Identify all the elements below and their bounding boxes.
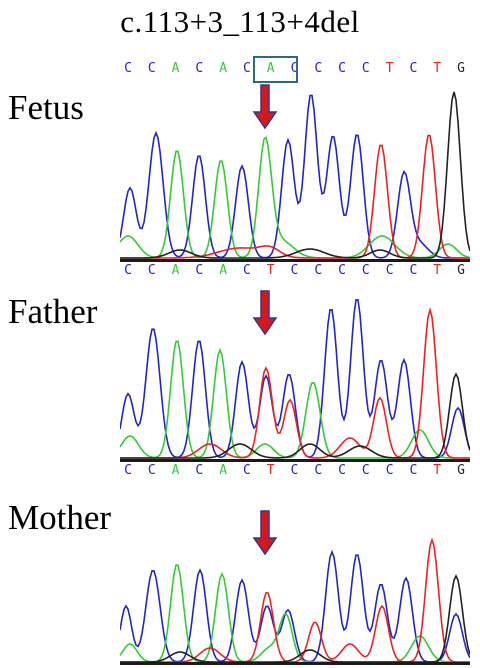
base-letter: C: [124, 263, 132, 278]
trace-C: [120, 94, 470, 259]
base-letter: A: [219, 263, 228, 278]
base-letter: C: [147, 263, 156, 278]
mother-chromatogram: [120, 537, 470, 663]
base-letter: C: [314, 463, 323, 478]
base-letter: A: [171, 263, 180, 278]
deleted-bases-highlight-box: [253, 56, 298, 83]
base-letter: C: [338, 263, 346, 278]
trace-T: [120, 307, 470, 459]
base-letter: C: [361, 463, 370, 478]
trace-G: [120, 91, 470, 259]
base-letter: C: [385, 263, 394, 278]
base-letter: C: [290, 463, 299, 478]
base-letter: T: [433, 263, 442, 278]
base-letter: A: [171, 463, 180, 478]
base-letter: C: [361, 263, 370, 278]
base-letter: C: [290, 263, 299, 278]
mother-variant-arrow: [252, 510, 278, 556]
base-letter: C: [124, 61, 132, 76]
trace-T: [120, 134, 470, 259]
base-letter: C: [314, 263, 323, 278]
base-letter: C: [195, 463, 204, 478]
base-letter: T: [385, 61, 394, 76]
trace-A: [120, 136, 470, 259]
base-letter: C: [338, 61, 346, 76]
base-letter: C: [124, 463, 132, 478]
base-letter: A: [219, 61, 228, 76]
father-variant-arrow: [252, 290, 278, 336]
base-letter: G: [457, 263, 465, 278]
base-letter: A: [266, 61, 275, 76]
fetus-variant-arrow: [252, 84, 278, 130]
base-letter: C: [409, 61, 418, 76]
base-letter: A: [219, 463, 228, 478]
base-letter: G: [457, 61, 465, 76]
base-letter: C: [243, 61, 251, 76]
trace-A: [120, 564, 470, 663]
base-letter: G: [457, 463, 465, 478]
fetus-baseline: [120, 259, 470, 262]
father-label: Father: [8, 292, 98, 331]
base-letter: T: [266, 263, 275, 278]
base-letter: C: [361, 61, 370, 76]
variant-title: c.113+3_113+4del: [120, 4, 360, 39]
base-letter: C: [195, 61, 204, 76]
base-letter: T: [266, 463, 275, 478]
base-letter: C: [195, 263, 204, 278]
base-letter: C: [409, 463, 418, 478]
base-letter: T: [433, 61, 442, 76]
fetus-label: Fetus: [8, 88, 84, 127]
base-letter: C: [409, 263, 418, 278]
base-letter: T: [433, 463, 442, 478]
mother-baseline: [120, 662, 470, 665]
father-chromatogram: [120, 298, 470, 459]
father-baseline: [120, 459, 470, 462]
trace-A: [120, 340, 470, 459]
fetus-chromatogram: [120, 91, 470, 259]
base-letter: A: [171, 61, 180, 76]
base-letter: C: [385, 463, 394, 478]
base-letter: C: [243, 463, 251, 478]
base-letter: C: [314, 61, 323, 76]
base-letter: C: [147, 463, 156, 478]
mother-label: Mother: [8, 498, 112, 537]
base-letter: C: [338, 463, 346, 478]
base-letter: C: [147, 61, 156, 76]
trace-G: [120, 372, 470, 459]
base-letter: C: [290, 61, 299, 76]
base-letter: C: [243, 263, 251, 278]
